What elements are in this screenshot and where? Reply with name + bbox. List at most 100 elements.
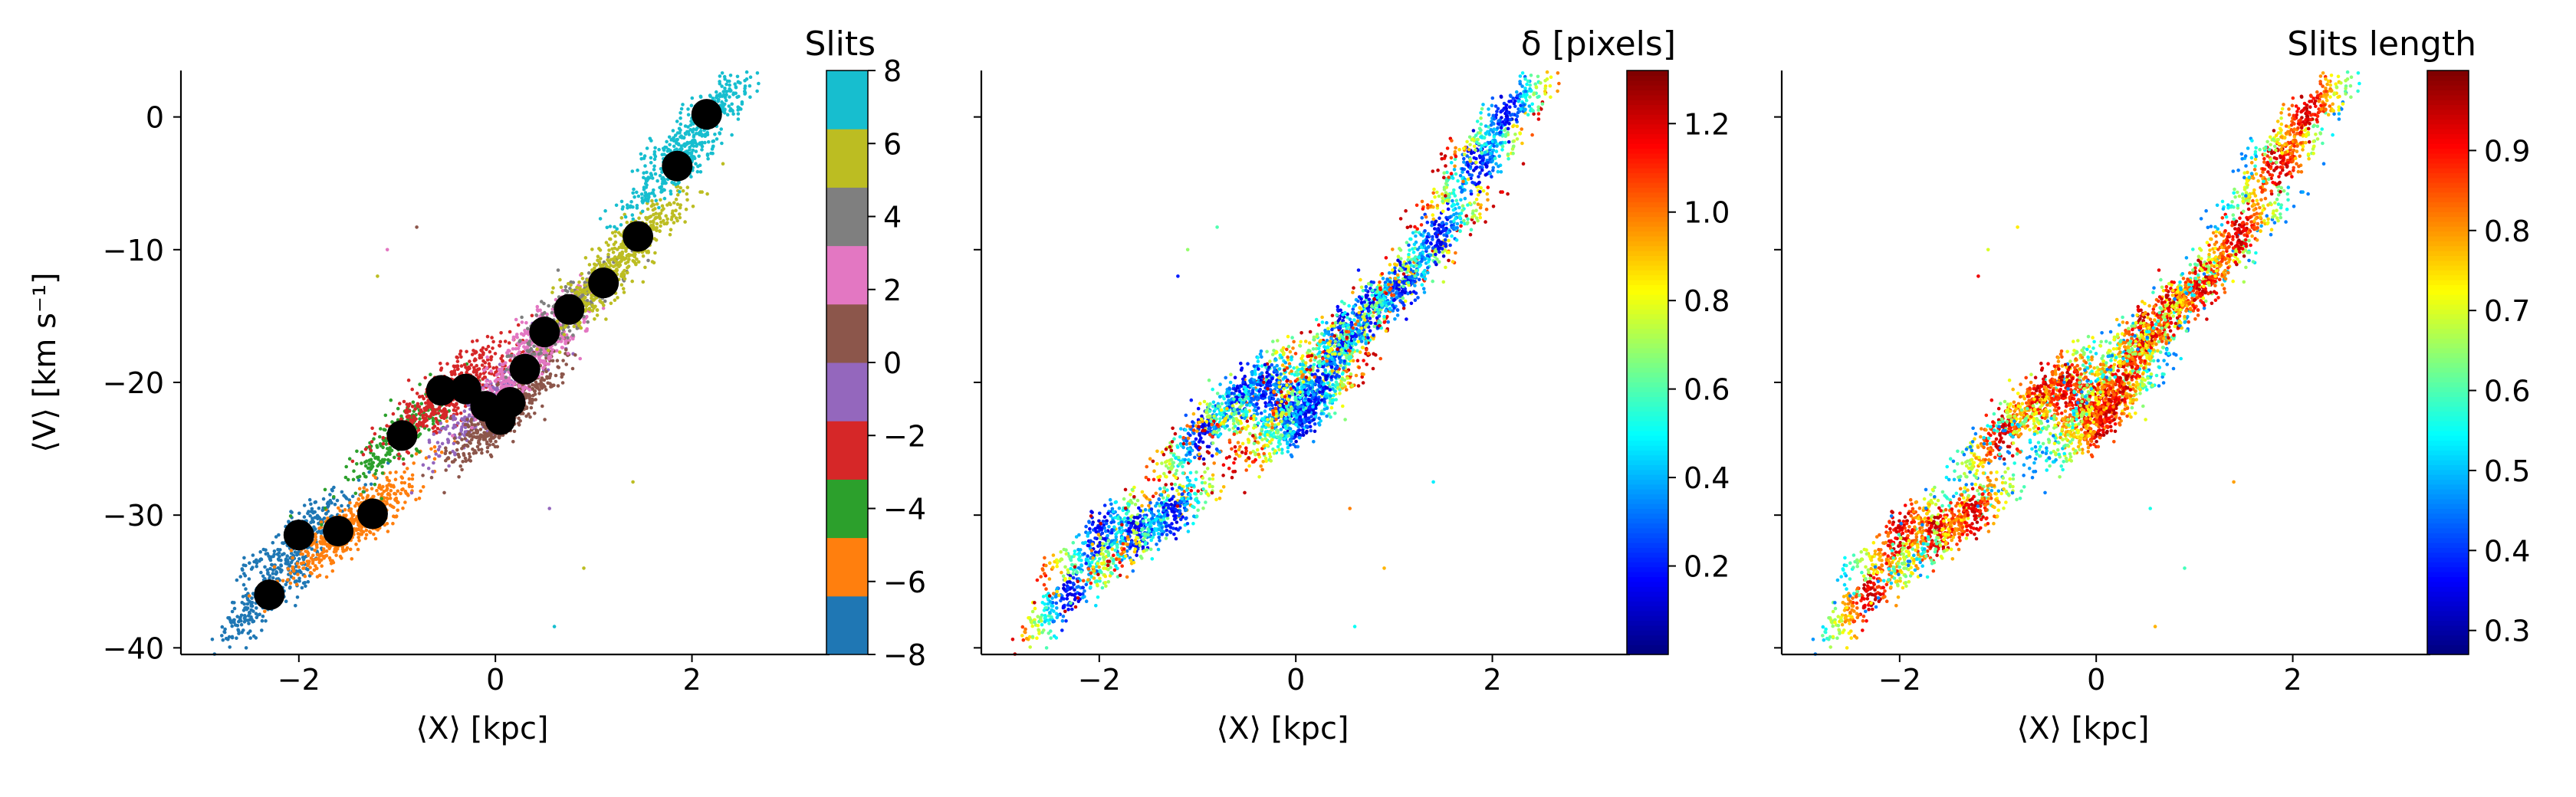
data-point	[312, 525, 316, 529]
data-point	[501, 380, 505, 384]
data-point	[363, 464, 368, 468]
data-point	[393, 498, 397, 502]
data-point	[272, 549, 277, 553]
data-point	[1078, 555, 1082, 559]
data-point	[619, 199, 624, 204]
data-point	[297, 569, 302, 572]
data-point	[735, 74, 740, 79]
data-point	[1142, 494, 1146, 497]
data-point	[269, 555, 274, 559]
data-point	[330, 569, 335, 573]
data-point	[682, 136, 686, 139]
data-point	[295, 562, 300, 566]
data-point	[453, 453, 457, 457]
data-point	[473, 449, 477, 453]
data-point	[325, 543, 329, 546]
data-point	[640, 199, 644, 203]
data-point	[421, 474, 425, 477]
data-point	[622, 290, 626, 294]
data-point	[455, 440, 459, 444]
data-point	[295, 595, 300, 599]
data-point	[1071, 576, 1076, 580]
data-point	[672, 144, 676, 149]
data-point	[425, 407, 429, 411]
data-point	[635, 203, 639, 208]
data-point	[304, 549, 307, 553]
data-point	[370, 426, 374, 431]
data-point	[1036, 624, 1040, 628]
x-tick-label: 0	[486, 663, 504, 697]
slit-center-marker	[623, 221, 654, 252]
data-point	[481, 352, 485, 356]
data-point	[687, 141, 691, 145]
data-point	[531, 398, 535, 402]
data-point	[210, 638, 215, 641]
data-point	[546, 349, 550, 353]
data-point	[583, 284, 587, 287]
data-point	[748, 95, 752, 99]
data-point	[514, 334, 518, 339]
data-point	[710, 147, 715, 151]
data-point	[719, 127, 723, 131]
data-point	[266, 571, 270, 575]
data-point	[461, 460, 465, 464]
data-point	[630, 169, 635, 173]
slit-center-marker	[529, 317, 560, 348]
data-point	[542, 359, 547, 363]
data-point	[232, 620, 236, 625]
data-point	[449, 416, 452, 421]
data-point	[435, 441, 440, 444]
data-point	[1081, 541, 1085, 545]
data-point	[306, 511, 310, 516]
data-point	[1028, 645, 1032, 649]
data-point	[598, 299, 602, 303]
data-point	[472, 349, 475, 353]
data-point	[658, 229, 662, 233]
data-point	[504, 376, 508, 379]
data-point	[1020, 625, 1025, 629]
data-point	[1035, 636, 1039, 640]
data-point	[480, 363, 485, 367]
data-point	[1079, 570, 1083, 574]
data-point	[432, 461, 435, 465]
data-point	[360, 529, 364, 533]
data-point	[1051, 592, 1056, 595]
data-point	[459, 355, 463, 359]
data-point	[665, 139, 669, 144]
data-point	[455, 356, 459, 359]
data-point	[678, 185, 682, 190]
data-point	[255, 606, 258, 610]
data-point	[642, 171, 646, 175]
data-point	[284, 561, 288, 566]
data-point	[300, 585, 304, 590]
data-point	[462, 409, 467, 413]
data-point	[500, 374, 504, 378]
colorbar-segment	[826, 421, 868, 480]
data-point	[580, 272, 584, 276]
data-point	[652, 149, 657, 154]
data-point	[399, 491, 402, 496]
data-point	[1050, 615, 1053, 619]
data-point	[256, 613, 260, 617]
data-point	[654, 238, 659, 242]
data-point	[595, 308, 600, 312]
data-point	[305, 559, 310, 563]
data-point	[330, 487, 334, 492]
data-point	[678, 128, 682, 133]
data-point	[319, 520, 324, 524]
data-point	[1109, 513, 1112, 518]
data-point	[297, 511, 301, 516]
colorbar-label: Slits	[804, 25, 876, 64]
data-point	[415, 422, 419, 427]
data-point	[240, 601, 245, 605]
data-point	[369, 482, 373, 487]
data-point	[388, 471, 393, 475]
data-point	[698, 141, 702, 145]
data-point	[1099, 526, 1103, 530]
data-point	[433, 449, 437, 454]
data-point	[499, 356, 503, 361]
data-point	[371, 494, 375, 499]
data-point	[626, 266, 629, 270]
data-point	[373, 456, 377, 461]
data-point	[556, 268, 560, 272]
